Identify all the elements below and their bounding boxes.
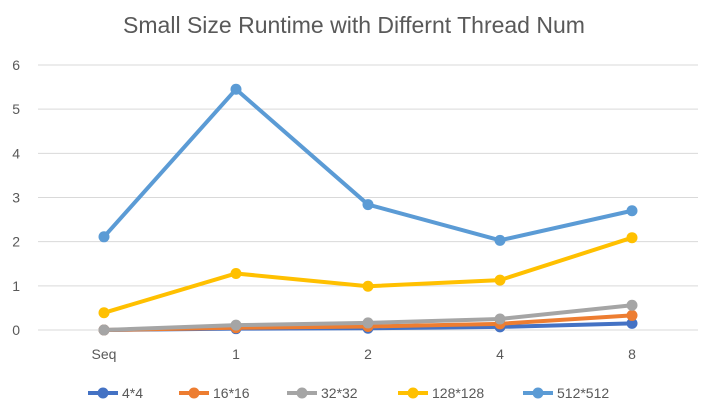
x-tick-label: 4 [496, 346, 504, 362]
legend-item: 32*32 [287, 385, 358, 401]
legend-item: 512*512 [523, 385, 609, 401]
y-tick-label: 0 [12, 322, 20, 338]
chart-title: Small Size Runtime with Differnt Thread … [123, 12, 585, 38]
x-tick-label: 8 [628, 346, 636, 362]
y-tick-labels: 0 1 2 3 4 5 6 [12, 57, 20, 338]
data-point [494, 313, 506, 325]
series-512x512 [98, 83, 638, 246]
series-lines [98, 83, 638, 336]
data-point [98, 307, 110, 319]
y-tick-label: 2 [12, 234, 20, 250]
data-point [362, 199, 374, 211]
y-tick-label: 3 [12, 190, 20, 206]
legend-swatch-marker [97, 387, 109, 399]
data-point [626, 232, 638, 244]
legend-label: 32*32 [321, 385, 358, 401]
legend-item: 128*128 [398, 385, 484, 401]
data-point [494, 234, 506, 246]
series-line [102, 87, 634, 243]
y-tick-label: 5 [12, 101, 20, 117]
y-tick-label: 6 [12, 57, 20, 73]
y-tick-label: 1 [12, 278, 20, 294]
legend: 4*4 16*16 32*32 128*128 512*512 [88, 385, 609, 401]
legend-swatch-marker [188, 387, 200, 399]
legend-label: 4*4 [122, 385, 143, 401]
legend-label: 16*16 [213, 385, 250, 401]
y-tick-label: 4 [12, 145, 20, 161]
x-tick-label: 1 [232, 346, 240, 362]
legend-label: 512*512 [557, 385, 609, 401]
data-point [98, 324, 110, 336]
data-point [362, 280, 374, 292]
legend-swatch-marker [407, 387, 419, 399]
data-point [230, 267, 242, 279]
data-point [494, 274, 506, 286]
data-point [230, 319, 242, 331]
legend-item: 16*16 [179, 385, 250, 401]
series-line [102, 235, 634, 315]
series-32x32 [98, 299, 638, 336]
legend-item: 4*4 [88, 385, 143, 401]
x-tick-label: Seq [92, 346, 117, 362]
legend-swatch-marker [532, 387, 544, 399]
data-point [362, 317, 374, 329]
x-tick-labels: Seq 1 2 4 8 [92, 346, 637, 362]
data-point [626, 205, 638, 217]
data-point [626, 309, 638, 321]
data-point [626, 317, 638, 329]
data-point [626, 299, 638, 311]
legend-swatch-marker [296, 387, 308, 399]
series-128x128 [98, 232, 638, 319]
data-point [230, 83, 242, 95]
data-point [98, 231, 110, 243]
legend-label: 128*128 [432, 385, 484, 401]
x-tick-label: 2 [364, 346, 372, 362]
